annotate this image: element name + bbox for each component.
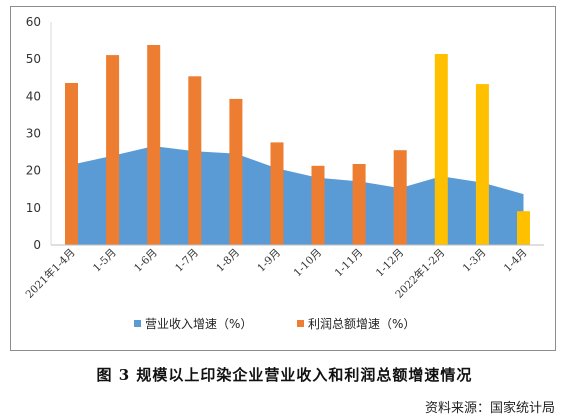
y-tick-label: 30	[26, 127, 41, 141]
x-tick-label: 1-7月	[173, 247, 201, 275]
bar-profit-8	[352, 164, 366, 245]
bar-profit-1	[65, 83, 78, 245]
x-tick-label: 1-10月	[292, 247, 325, 280]
y-tick-label: 40	[26, 89, 41, 103]
x-tick-label: 1-9月	[255, 247, 283, 275]
figure-caption: 图 3 规模以上印染企业营业收入和利润总额增速情况	[96, 366, 473, 384]
legend-swatch-revenue	[134, 320, 141, 327]
chart-svg: 0 10 20 30 40 50 60 2021年1-4月 1-5月 1-6月 1-7月 1-8月 1-…	[23, 15, 544, 331]
x-tick-label: 1-5月	[91, 247, 119, 275]
y-tick-label: 0	[33, 238, 41, 252]
bar-profit-2	[106, 55, 120, 245]
bar-profit-3	[147, 45, 161, 245]
y-tick-label: 60	[26, 15, 41, 29]
bar-profit-11	[475, 84, 489, 245]
bar-profit-9	[393, 150, 407, 245]
x-tick-label: 1-6月	[132, 247, 160, 275]
bar-profit-7	[311, 165, 325, 245]
data-source: 资料来源：国家统计局	[424, 401, 555, 416]
chart-frame: 0 10 20 30 40 50 60 2021年1-4月 1-5月 1-6月 1-7月 1-8月 1-…	[10, 6, 556, 351]
x-tick-label: 1-11月	[333, 247, 366, 280]
x-tick-label: 1-8月	[214, 247, 242, 275]
bar-profit-4	[188, 76, 202, 245]
x-tick-label: 1-3月	[461, 247, 489, 275]
x-tick-label: 2021年1-4月	[23, 246, 78, 301]
bar-profit-12	[517, 211, 530, 245]
y-tick-label: 10	[26, 201, 41, 215]
x-tick-label: 1-4月	[502, 247, 530, 275]
area-series-revenue	[71, 146, 524, 245]
y-tick-label: 50	[26, 52, 41, 66]
bar-profit-6	[270, 142, 284, 245]
bar-profit-5	[229, 98, 243, 246]
x-tick-label: 1-12月	[374, 247, 407, 280]
y-tick-label: 20	[26, 164, 41, 178]
legend-label-revenue: 营业收入增速（%）	[145, 317, 252, 331]
legend-label-profit: 利润总额增速（%）	[308, 317, 415, 331]
bar-profit-10	[434, 54, 448, 245]
legend-swatch-profit	[297, 320, 304, 327]
